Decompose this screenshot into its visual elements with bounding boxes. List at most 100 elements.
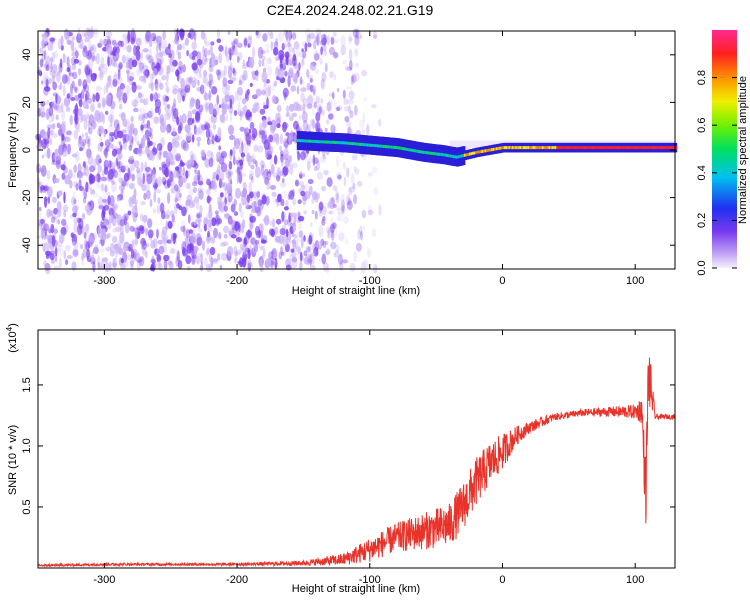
noise-cell [87,120,91,131]
noise-cell [302,195,307,206]
signal-core [637,146,641,150]
signal-core [661,146,665,150]
noise-cell [65,106,71,112]
noise-cell [354,34,359,46]
noise-cell [82,161,87,172]
noise-cell [72,36,76,41]
noise-cell [202,76,208,84]
noise-cell [328,99,334,104]
noise-cell [147,218,153,229]
signal-core [602,146,606,150]
noise-cell [55,159,61,170]
noise-cell [93,232,98,239]
noise-cell [314,240,320,252]
noise-cell [44,196,48,209]
signal-core [346,141,350,145]
noise-cell [158,245,165,255]
signal-core [464,153,467,157]
noise-cell [147,229,154,239]
noise-cell [208,73,214,84]
signal-core [593,146,596,150]
noise-cell [275,112,281,125]
noise-cell [100,141,104,147]
noise-cell [350,75,354,86]
noise-cell [147,55,154,64]
noise-cell [175,154,181,161]
noise-cell [130,30,137,42]
noise-cell [168,43,171,49]
noise-cell [200,149,206,158]
noise-cell [224,194,227,204]
chart-title: C2E4.2024.248.02.21.G19 [267,2,434,18]
noise-cell [88,127,93,135]
noise-cell [102,198,107,203]
noise-cell [293,41,300,50]
noise-cell [197,74,203,80]
noise-cell [109,107,115,118]
noise-cell [84,48,89,59]
noise-cell [88,39,92,51]
noise-cell [129,123,134,133]
noise-cell [121,38,128,51]
noise-cell [252,159,257,165]
noise-cell [314,194,319,203]
signal-core [379,144,383,148]
noise-cell [199,252,203,264]
noise-cell [297,246,302,255]
noise-cell [117,160,123,169]
noise-cell [204,101,211,110]
noise-cell [371,104,377,109]
noise-cell [166,123,172,133]
noise-cell [353,194,357,205]
noise-cell [81,212,86,220]
noise-cell [240,210,245,219]
noise-cell [70,56,77,66]
noise-cell [188,229,194,234]
noise-cell [149,127,154,133]
noise-cell [208,262,213,272]
noise-cell [242,69,248,81]
noise-cell [300,92,305,103]
noise-cell [310,222,313,227]
noise-cell [219,178,222,189]
noise-cell [145,54,151,60]
noise-cell [55,95,62,105]
noise-cell [119,83,126,90]
noise-cell [298,230,304,238]
noise-cell [52,81,58,91]
noise-cell [162,226,168,236]
noise-cell [104,139,111,148]
signal-core [585,146,588,150]
noise-cell [55,114,59,121]
noise-cell [112,62,118,67]
noise-cell [152,35,159,44]
signal-core [350,142,354,146]
noise-cell [49,253,55,261]
noise-cell [199,122,203,135]
noise-cell [235,237,243,243]
noise-cell [249,121,255,130]
noise-cell [292,197,297,206]
signal-core [314,140,318,143]
noise-cell [62,53,66,64]
noise-cell [223,181,228,191]
noise-cell [197,79,200,87]
noise-cell [110,100,116,110]
noise-cell [269,220,273,226]
noise-cell [227,65,234,70]
noise-cell [196,136,202,142]
noise-cell [234,137,237,147]
noise-cell [136,167,141,174]
noise-cell [204,123,211,131]
noise-cell [53,265,60,271]
noise-cell [303,210,308,215]
noise-cell [112,228,116,233]
noise-cell [167,141,173,152]
signal-core [438,152,442,156]
noise-cell [359,119,365,130]
noise-cell [69,214,73,219]
signal-core [631,146,635,150]
signal-core [545,146,549,150]
noise-cell [341,206,345,218]
noise-cell [282,58,287,68]
